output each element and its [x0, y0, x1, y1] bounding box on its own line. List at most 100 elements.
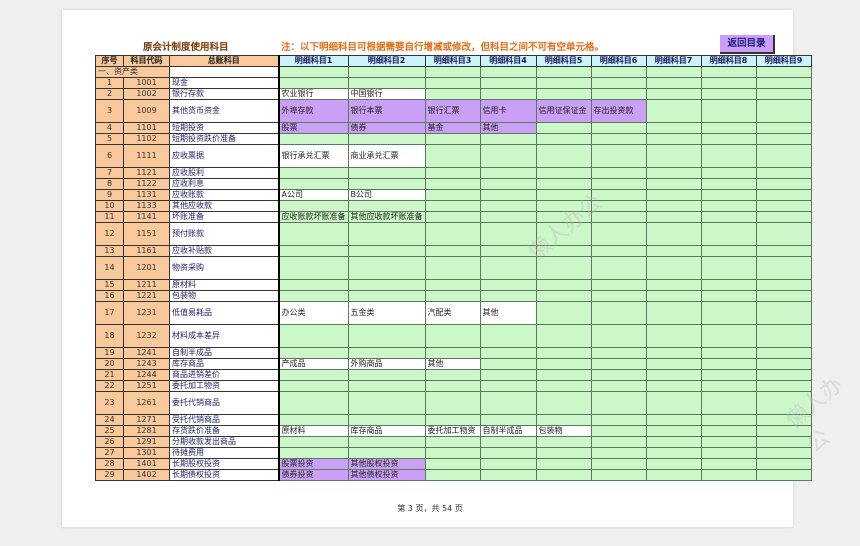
empty-cell[interactable] [700, 200, 757, 212]
row-seq[interactable]: 8 [95, 178, 124, 190]
row-code[interactable]: 1009 [123, 99, 170, 123]
row-seq[interactable]: 24 [95, 414, 124, 426]
category-label[interactable]: 一、资产类 [95, 66, 170, 78]
empty-cell[interactable] [755, 290, 812, 302]
cell[interactable] [169, 66, 279, 78]
empty-cell[interactable] [535, 469, 592, 481]
row-account-name[interactable]: 材料成本差异 [169, 324, 279, 348]
empty-cell[interactable] [590, 458, 647, 470]
detail-cell[interactable]: 外购商品 [347, 358, 426, 370]
empty-cell[interactable] [590, 414, 647, 426]
row-seq[interactable]: 17 [95, 301, 124, 325]
empty-cell[interactable] [347, 436, 426, 448]
empty-cell[interactable] [645, 290, 702, 302]
empty-cell[interactable] [277, 178, 349, 190]
empty-cell[interactable] [535, 290, 592, 302]
empty-cell[interactable] [645, 133, 702, 145]
empty-cell[interactable] [590, 301, 647, 325]
empty-cell[interactable] [755, 211, 812, 223]
empty-cell[interactable] [700, 391, 757, 415]
empty-cell[interactable] [700, 88, 757, 100]
empty-cell[interactable] [479, 391, 537, 415]
row-seq[interactable]: 1 [95, 77, 124, 89]
row-seq[interactable]: 28 [95, 458, 124, 470]
empty-cell[interactable] [277, 222, 349, 246]
cell[interactable] [277, 66, 349, 78]
empty-cell[interactable] [479, 447, 537, 459]
empty-cell[interactable] [479, 380, 537, 392]
empty-cell[interactable] [347, 324, 426, 348]
empty-cell[interactable] [535, 436, 592, 448]
empty-cell[interactable] [277, 414, 349, 426]
empty-cell[interactable] [645, 99, 702, 123]
row-account-name[interactable]: 预付账款 [169, 222, 279, 246]
empty-cell[interactable] [424, 178, 481, 190]
empty-cell[interactable] [535, 301, 592, 325]
empty-cell[interactable] [535, 279, 592, 291]
empty-cell[interactable] [645, 200, 702, 212]
cell[interactable] [479, 66, 537, 78]
empty-cell[interactable] [347, 133, 426, 145]
row-seq[interactable]: 26 [95, 436, 124, 448]
cell[interactable] [700, 66, 757, 78]
empty-cell[interactable] [479, 279, 537, 291]
row-account-name[interactable]: 委托代销商品 [169, 391, 279, 415]
empty-cell[interactable] [590, 222, 647, 246]
empty-cell[interactable] [645, 469, 702, 481]
empty-cell[interactable] [755, 324, 812, 348]
empty-cell[interactable] [645, 369, 702, 381]
empty-cell[interactable] [424, 133, 481, 145]
detail-cell[interactable]: 银行承兑汇票 [277, 144, 349, 168]
empty-cell[interactable] [700, 358, 757, 370]
empty-cell[interactable] [277, 256, 349, 280]
empty-cell[interactable] [700, 122, 757, 134]
empty-cell[interactable] [700, 77, 757, 89]
empty-cell[interactable] [755, 347, 812, 359]
empty-cell[interactable] [479, 469, 537, 481]
row-code[interactable]: 1251 [123, 380, 170, 392]
empty-cell[interactable] [347, 222, 426, 246]
empty-cell[interactable] [700, 347, 757, 359]
empty-cell[interactable] [755, 447, 812, 459]
empty-cell[interactable] [535, 369, 592, 381]
empty-cell[interactable] [590, 380, 647, 392]
detail-cell[interactable]: 银行本票 [347, 99, 426, 123]
detail-cell[interactable]: 股票 [277, 122, 349, 134]
row-code[interactable]: 1161 [123, 245, 170, 257]
empty-cell[interactable] [424, 144, 481, 168]
empty-cell[interactable] [277, 380, 349, 392]
empty-cell[interactable] [424, 324, 481, 348]
row-code[interactable]: 1241 [123, 347, 170, 359]
empty-cell[interactable] [347, 77, 426, 89]
row-account-name[interactable]: 其他应收款 [169, 200, 279, 212]
row-code[interactable]: 1111 [123, 144, 170, 168]
empty-cell[interactable] [700, 436, 757, 448]
empty-cell[interactable] [277, 436, 349, 448]
empty-cell[interactable] [479, 324, 537, 348]
empty-cell[interactable] [700, 211, 757, 223]
empty-cell[interactable] [479, 256, 537, 280]
row-account-name[interactable]: 短期投资跌价准备 [169, 133, 279, 145]
empty-cell[interactable] [590, 178, 647, 190]
empty-cell[interactable] [590, 88, 647, 100]
empty-cell[interactable] [424, 256, 481, 280]
row-account-name[interactable]: 包装物 [169, 290, 279, 302]
row-seq[interactable]: 2 [95, 88, 124, 100]
row-code[interactable]: 1102 [123, 133, 170, 145]
row-code[interactable]: 1243 [123, 358, 170, 370]
row-code[interactable]: 1281 [123, 425, 170, 437]
empty-cell[interactable] [347, 279, 426, 291]
empty-cell[interactable] [424, 200, 481, 212]
row-account-name[interactable]: 自制半成品 [169, 347, 279, 359]
row-code[interactable]: 1271 [123, 414, 170, 426]
empty-cell[interactable] [347, 167, 426, 179]
empty-cell[interactable] [645, 447, 702, 459]
row-seq[interactable]: 4 [95, 122, 124, 134]
row-code[interactable]: 1261 [123, 391, 170, 415]
empty-cell[interactable] [755, 358, 812, 370]
empty-cell[interactable] [645, 189, 702, 201]
empty-cell[interactable] [700, 245, 757, 257]
detail-cell[interactable]: 产成品 [277, 358, 349, 370]
detail-cell[interactable]: 原材料 [277, 425, 349, 437]
empty-cell[interactable] [479, 200, 537, 212]
